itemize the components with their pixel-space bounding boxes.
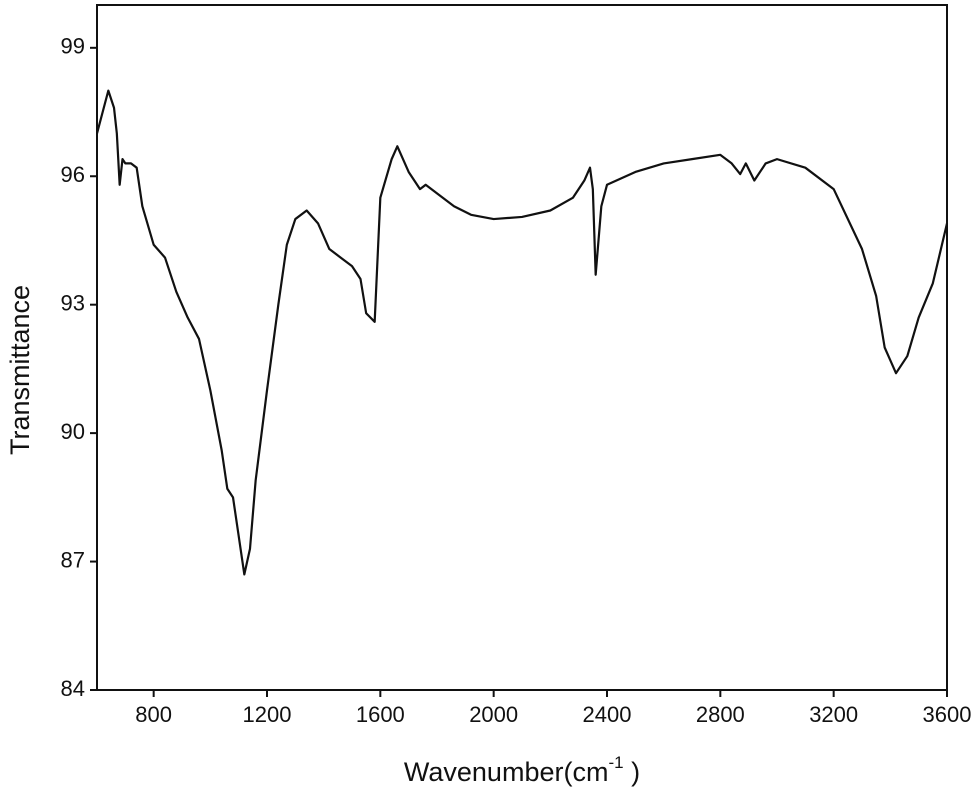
x-tick-label: 2400 xyxy=(583,702,632,727)
spectrum-line xyxy=(95,89,949,576)
x-axis-title: Wavenumber(cm-1 ) xyxy=(404,753,640,787)
y-tick-label: 87 xyxy=(61,547,85,572)
x-tick-label: 2800 xyxy=(696,702,745,727)
y-tick-label: 96 xyxy=(61,162,85,187)
y-tick-label: 99 xyxy=(61,34,85,59)
x-tick-label: 1600 xyxy=(356,702,405,727)
x-tick-label: 800 xyxy=(135,702,172,727)
y-tick-label: 84 xyxy=(61,676,85,701)
x-axis-title-end: ) xyxy=(624,757,641,787)
y-axis-title: Transmittance xyxy=(5,285,35,455)
y-tick-label: 93 xyxy=(61,291,85,316)
plot-frame xyxy=(96,4,948,691)
x-tick-label: 2000 xyxy=(469,702,518,727)
y-tick-label: 90 xyxy=(61,419,85,444)
x-tick-label: 1200 xyxy=(243,702,292,727)
x-axis-title-main: Wavenumber(cm xyxy=(404,757,609,787)
x-axis-title-sup: -1 xyxy=(608,753,623,772)
x-tick-label: 3200 xyxy=(809,702,858,727)
x-tick-label: 3600 xyxy=(923,702,972,727)
